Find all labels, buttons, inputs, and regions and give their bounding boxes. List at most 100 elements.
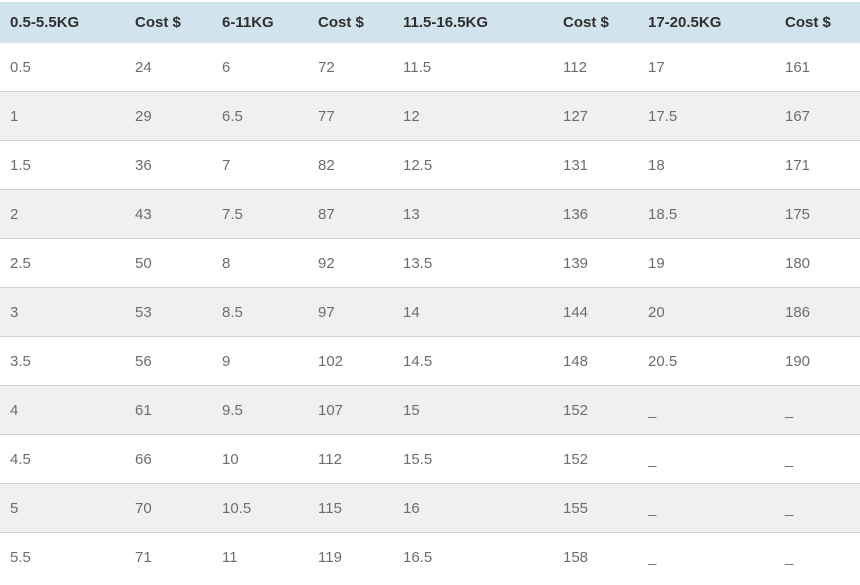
table-cell: 1.5 [0,140,125,190]
table-cell: 66 [125,434,212,484]
table-cell: _ [775,385,860,435]
table-cell: 7.5 [212,189,308,239]
table-cell: 29 [125,91,212,141]
table-cell: 3.5 [0,336,125,386]
table-cell: 71 [125,532,212,581]
table-cell: 158 [553,532,638,581]
table-cell: 19 [638,238,775,288]
table-cell: 10.5 [212,483,308,533]
table-cell: 186 [775,287,860,337]
table-cell: 5.5 [0,532,125,581]
table-cell: 17 [648,58,665,76]
table-cell: 155 [553,483,638,533]
table-cell: 77 [308,91,393,141]
table-row: 3 53 8.5 97 14 144 20 186 [0,287,860,337]
header-weight-range-2: 6-11KG [212,2,308,43]
table-cell: _ [638,483,775,533]
table-cell: _ [775,532,860,581]
table-row: 4.5 66 10 112 15.5 152 _ _ [0,434,860,484]
table-row: 0.5 24 6 72 11.5 112 17 161 [0,43,860,92]
table-cell: 112 [563,58,587,76]
table-row: 5.5 71 11 119 16.5 158 _ _ [0,532,860,581]
table-cell: 18.5 [638,189,775,239]
table-cell: 72 [318,58,335,76]
header-cost-2: Cost $ [308,2,393,43]
table-cell: 20.5 [638,336,775,386]
table-row: 2.5 50 8 92 13.5 139 19 180 [0,238,860,288]
table-cell: 2 [0,189,125,239]
table-cell: 136 [553,189,638,239]
table-cell: 175 [775,189,860,239]
table-cell: 15 [393,385,553,435]
table-cell: 12.5 [393,140,553,190]
table-row: 1 29 6.5 77 12 127 17.5 167 [0,91,860,141]
table-cell: 148 [553,336,638,386]
header-cost-3: Cost $ [553,2,638,43]
table-cell: 8.5 [212,287,308,337]
table-cell: 107 [308,385,393,435]
table-header: 0.5-5.5KG Cost $ 6-11KG Cost $ 11.5-16.5… [0,2,860,43]
table-cell: 43 [125,189,212,239]
table-cell: 167 [775,91,860,141]
table-cell: 190 [775,336,860,386]
table-row: 5 70 10.5 115 16 155 _ _ [0,483,860,533]
table-cell: 24 [135,58,152,76]
table-cell: 127 [553,91,638,141]
table-cell: 36 [125,140,212,190]
table-row: 3.5 56 9 102 14.5 148 20.5 190 [0,336,860,386]
table-cell: 10 [212,434,308,484]
table-cell: 97 [308,287,393,337]
table-cell: 12 [393,91,553,141]
table-cell: 53 [125,287,212,337]
table-cell: 14 [393,287,553,337]
table-cell: _ [638,434,775,484]
header-weight-range-4: 17-20.5KG [638,2,775,43]
table-cell: 3 [0,287,125,337]
table-header-row: 0.5-5.5KG Cost $ 6-11KG Cost $ 11.5-16.5… [0,2,860,43]
table-cell: 4 [0,385,125,435]
table-cell: 15.5 [393,434,553,484]
header-weight-range-3: 11.5-16.5KG [393,2,553,43]
table-cell: 13.5 [393,238,553,288]
table-cell: 17.5 [638,91,775,141]
table-cell: 6 [222,58,231,76]
header-cost-1: Cost $ [125,2,212,43]
table-cell: 180 [775,238,860,288]
table-row: 2 43 7.5 87 13 136 18.5 175 [0,189,860,239]
table-cell: 112 [308,434,393,484]
table-cell: 92 [308,238,393,288]
table-cell: 119 [308,532,393,581]
table-cell: 6.5 [212,91,308,141]
table-cell: 5 [0,483,125,533]
table-cell: 161 [785,58,811,76]
header-weight-range-1: 0.5-5.5KG [0,2,125,43]
table-cell: _ [638,385,775,435]
table-cell: 171 [775,140,860,190]
table-cell: 9 [212,336,308,386]
table-cell: 11 [212,532,308,581]
table-cell: 9.5 [212,385,308,435]
table-cell: 115 [308,483,393,533]
table-cell: 4.5 [0,434,125,484]
table-body: 0.5 24 6 72 11.5 112 17 161 1 29 6.5 77 12 127 17.5 167… [0,43,860,581]
table-cell: 61 [125,385,212,435]
table-cell: 152 [553,434,638,484]
table-cell: 20 [638,287,775,337]
table-cell: 0.5 [10,58,31,76]
table-cell: 13 [393,189,553,239]
table-cell: 144 [553,287,638,337]
header-cost-4: Cost $ [775,2,860,43]
table-cell: _ [775,483,860,533]
table-cell: 16.5 [393,532,553,581]
table-cell: 18 [638,140,775,190]
table-cell: 7 [212,140,308,190]
table-cell: 82 [308,140,393,190]
table-cell: 2.5 [0,238,125,288]
table-cell: 56 [125,336,212,386]
table-cell: _ [775,434,860,484]
table-cell: 139 [553,238,638,288]
table-cell: 16 [393,483,553,533]
table-cell: 152 [553,385,638,435]
